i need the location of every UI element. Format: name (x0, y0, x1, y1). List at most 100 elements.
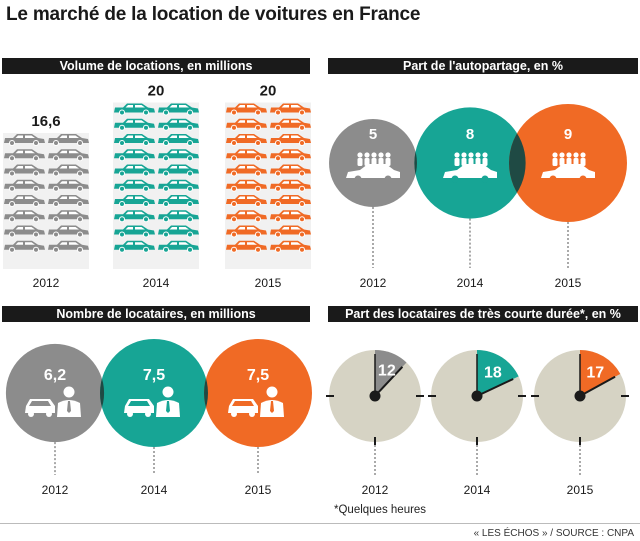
car-icon (270, 240, 311, 253)
renter-icon (228, 386, 284, 417)
volume-year-2015: 2015 (255, 276, 282, 290)
locataires-value-2012: 6,2 (44, 367, 66, 384)
car-icon (226, 149, 267, 162)
car-icon (226, 118, 267, 131)
car-icon (158, 103, 199, 116)
car-icon (226, 210, 267, 223)
volume-year-2012: 2012 (33, 276, 60, 290)
car-icon (4, 164, 45, 177)
car-icon (270, 149, 311, 162)
car-icon (4, 149, 45, 162)
car-icon (114, 179, 155, 192)
car-icon (48, 134, 89, 146)
autopartage-value-2014: 8 (466, 126, 474, 143)
car-icon (114, 103, 155, 116)
volume-value-2012: 16,6 (31, 113, 60, 130)
clock-hand (579, 375, 616, 397)
pie-slice-2012 (375, 350, 407, 396)
car-icon (158, 240, 199, 253)
car-icon (114, 210, 155, 223)
autopartage-value-2012: 5 (369, 126, 377, 143)
courte-duree-year-2012: 2012 (362, 483, 389, 497)
locataires-year-2015: 2015 (245, 483, 272, 497)
autopartage-year-2015: 2015 (555, 276, 582, 290)
car-icon (270, 195, 311, 207)
car-icon (4, 210, 45, 223)
autopartage-value-2015: 9 (564, 126, 572, 143)
car-icon (4, 240, 45, 253)
carsharing-icon (346, 152, 400, 183)
courte-duree-value-2015: 17 (586, 364, 604, 381)
car-icon (158, 195, 199, 207)
volume-value-2015: 20 (260, 83, 277, 100)
locataires-bubble-2014 (100, 339, 208, 447)
courte-duree-year-2014: 2014 (464, 483, 491, 497)
car-icon (48, 210, 89, 223)
car-icon (158, 164, 199, 177)
car-icon (4, 195, 45, 207)
car-icon (48, 164, 89, 177)
locataires-bubble-2015 (204, 339, 312, 447)
car-icon (158, 210, 199, 223)
car-icon (270, 118, 311, 131)
courte-duree-chart-title: Part des locataires de très courte durée… (328, 306, 638, 322)
car-icon (226, 103, 267, 116)
locataires-bubble-2012 (5, 343, 105, 443)
car-icon (4, 225, 45, 238)
car-icon (226, 164, 267, 177)
car-icon (158, 225, 199, 238)
volume-value-2014: 20 (148, 83, 165, 100)
car-icon (48, 149, 89, 162)
car-icon (158, 179, 199, 192)
locataires-value-2014: 7,5 (143, 367, 165, 384)
locataires-value-2015: 7,5 (247, 367, 269, 384)
clock-center (574, 390, 586, 402)
car-icon (48, 179, 89, 192)
car-icon (114, 240, 155, 253)
car-icon (114, 118, 155, 131)
car-icon (4, 179, 45, 192)
autopartage-year-2014: 2014 (457, 276, 484, 290)
source-bar: « LES ÉCHOS » / SOURCE : CNPA (0, 523, 640, 539)
pie-slice-2014 (477, 350, 519, 396)
car-icon (226, 240, 267, 253)
clock-center (369, 390, 381, 402)
car-icon (48, 195, 89, 207)
car-icon (4, 134, 45, 146)
source-credit: « LES ÉCHOS » / SOURCE : CNPA (473, 528, 634, 539)
car-icon (48, 225, 89, 238)
page-title: Le marché de la location de voitures en … (6, 4, 421, 25)
carsharing-icon (443, 152, 497, 183)
car-icon (270, 164, 311, 177)
clock-center (471, 390, 483, 402)
car-icon (158, 118, 199, 131)
clock-hand (374, 366, 404, 397)
car-icon (226, 134, 267, 146)
car-icon (270, 179, 311, 192)
volume-year-2014: 2014 (143, 276, 170, 290)
car-icon (226, 179, 267, 192)
car-icon (114, 164, 155, 177)
autopartage-chart-title: Part de l'autopartage, en % (328, 58, 638, 74)
car-icon (48, 240, 89, 253)
pie-slice-2015 (580, 350, 621, 396)
locataires-chart-title: Nombre de locataires, en millions (2, 306, 310, 322)
car-icon (226, 195, 267, 207)
courte-duree-year-2015: 2015 (567, 483, 594, 497)
car-icon (270, 103, 311, 116)
autopartage-year-2012: 2012 (360, 276, 387, 290)
car-icon (114, 149, 155, 162)
car-icon (270, 225, 311, 238)
car-icon (114, 134, 155, 146)
renter-icon (25, 386, 81, 417)
car-icon (158, 134, 199, 146)
clock-hand (476, 378, 514, 397)
courte-duree-value-2012: 12 (378, 363, 396, 380)
car-icon (114, 225, 155, 238)
car-icon (114, 195, 155, 207)
car-icon (158, 149, 199, 162)
courte-duree-value-2014: 18 (484, 365, 502, 382)
volume-chart-title: Volume de locations, en millions (2, 58, 310, 74)
car-icon (270, 134, 311, 146)
